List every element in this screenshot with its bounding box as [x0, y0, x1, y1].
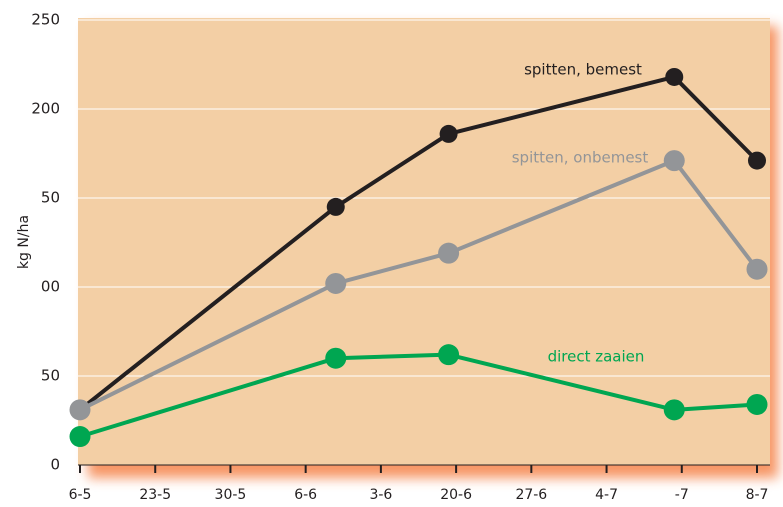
data-point: [663, 399, 685, 421]
series-label: spitten, bemest: [524, 61, 642, 79]
x-tick-label: 6-5: [69, 487, 92, 503]
y-tick-label: 250: [31, 11, 60, 29]
data-point: [746, 258, 768, 280]
y-tick-label: 50: [41, 367, 60, 385]
x-tick-label: 8-7: [746, 487, 769, 503]
data-point: [439, 124, 458, 143]
y-tick-label: 0: [50, 456, 60, 474]
x-tick-label: 6-6: [294, 487, 317, 503]
data-point: [748, 151, 766, 170]
x-tick-label: 23-5: [139, 487, 171, 503]
plot-background: [78, 18, 770, 465]
data-point: [325, 347, 347, 369]
data-point: [326, 197, 345, 216]
series-label: spitten, onbemest: [512, 149, 649, 167]
data-point: [746, 393, 768, 415]
x-tick-label: 30-5: [215, 487, 247, 503]
y-tick-label: 200: [31, 100, 60, 118]
x-tick-label: 20-6: [440, 487, 472, 503]
x-tick-label: 27-6: [515, 487, 547, 503]
data-point: [438, 242, 460, 264]
data-point: [325, 272, 347, 294]
data-point: [69, 426, 91, 448]
y-tick-label: 50: [41, 189, 60, 207]
series-label: direct zaaien: [548, 348, 645, 366]
data-point: [438, 344, 460, 366]
x-tick-label: 3-6: [369, 487, 392, 503]
y-tick-label: 00: [41, 278, 60, 296]
data-point: [69, 399, 91, 421]
data-point: [663, 150, 685, 172]
x-tick-label: -7: [675, 487, 689, 503]
data-point: [665, 67, 684, 86]
y-axis-label: kg N/ha: [16, 215, 32, 269]
x-tick-label: 4-7: [595, 487, 618, 503]
